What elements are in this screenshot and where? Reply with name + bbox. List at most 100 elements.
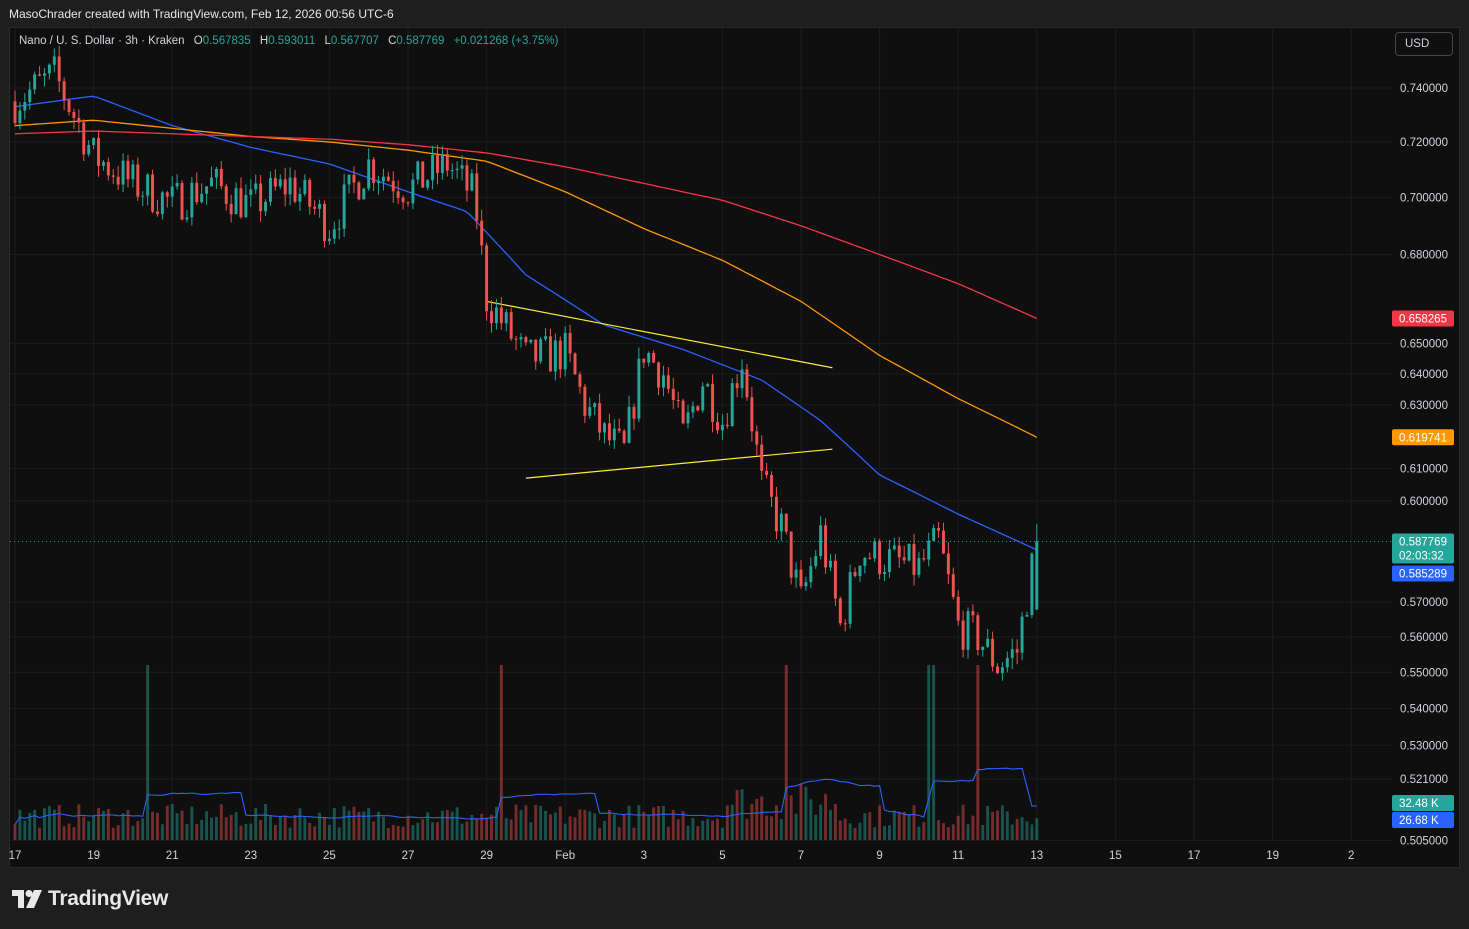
candle-body (475, 173, 479, 221)
price-tag: 0.658265 (1399, 313, 1447, 325)
volume-bar (426, 812, 430, 840)
tradingview-logo[interactable]: TradingView (12, 887, 168, 911)
volume-bar (367, 807, 371, 840)
price-tick-label: 0.540000 (1400, 703, 1448, 715)
candle-body (804, 582, 808, 587)
time-tick-label: 7 (798, 850, 804, 862)
trendline[interactable] (525, 448, 833, 479)
volume-bar (833, 804, 837, 840)
volume-bar (789, 795, 793, 840)
volume-bar (725, 805, 729, 840)
time-tick-label: 21 (166, 850, 179, 862)
candle-body (396, 191, 400, 198)
price-tick-label: 0.700000 (1400, 192, 1448, 204)
price-tick-label: 0.530000 (1400, 740, 1448, 752)
volume-bar (843, 818, 847, 840)
volume-bar (111, 827, 115, 840)
candle-body (627, 406, 631, 443)
price-tag: 0.619741 (1399, 432, 1447, 444)
candle-body (814, 555, 818, 567)
candle-body (711, 384, 715, 422)
candle-body (440, 154, 444, 173)
volume-bar (524, 805, 528, 840)
candle-body (892, 545, 896, 550)
volume-bar (558, 806, 562, 840)
candle-body (652, 352, 656, 363)
volume-bar (244, 823, 248, 840)
time-axis[interactable]: 17 19 21 23 25 27 29 Feb 3 5 7 9 11 13 15 17 19 2 (9, 850, 1355, 862)
candle-body (28, 89, 32, 103)
volume-bar (195, 824, 199, 840)
candle-body (593, 403, 597, 408)
candle-body (1035, 541, 1039, 610)
volume-bar (239, 825, 243, 840)
candle-body (465, 165, 469, 191)
candle-body (519, 337, 523, 340)
price-tick-label: 0.640000 (1400, 369, 1448, 381)
currency-button[interactable]: USD (1395, 32, 1453, 56)
candle-body (730, 383, 734, 427)
volume-bar (804, 786, 808, 840)
volume-bar (612, 814, 616, 840)
volume-bar (391, 825, 395, 840)
candle-body (932, 528, 936, 541)
volume-bar (1025, 821, 1029, 840)
candle-body (981, 646, 985, 650)
volume-bar (490, 814, 493, 840)
volume-bar (730, 804, 734, 840)
volume-bar (519, 810, 523, 840)
candle-body (254, 183, 258, 190)
symbol-name[interactable]: Nano / U. S. Dollar · 3h · Kraken (19, 35, 185, 47)
candle-body (106, 161, 110, 176)
trendlines[interactable] (486, 300, 833, 479)
volume-bar (907, 814, 911, 840)
candle-body (745, 369, 749, 398)
volume-bar (774, 805, 778, 840)
volume-bar (136, 821, 140, 840)
candle-body (794, 569, 798, 578)
price-tag-bg (1392, 429, 1454, 446)
price-tick-label: 0.720000 (1400, 137, 1448, 149)
volume-bar (77, 804, 81, 840)
candle-body (18, 110, 22, 124)
volume-bar (504, 818, 508, 840)
candle-body (937, 528, 941, 531)
volume-bar (829, 809, 832, 840)
volume-bar (347, 810, 351, 840)
candle-body (205, 186, 209, 194)
volume-bar (868, 812, 872, 840)
candle-body (789, 531, 793, 578)
candle-body (996, 666, 999, 674)
volume-bar (588, 811, 592, 840)
price-axis[interactable]: 0.740000 0.720000 0.700000 0.680000 0.650000… (1400, 83, 1448, 847)
candle-body (853, 572, 857, 577)
candle-body (62, 81, 66, 101)
time-tick-label: 5 (719, 850, 725, 862)
volume-bar (720, 827, 724, 840)
candle-body (411, 179, 415, 204)
volume-bar (13, 824, 17, 840)
volume-bar (750, 803, 754, 840)
candle-body (863, 557, 867, 566)
candle-body (499, 307, 503, 324)
candle-body (956, 596, 960, 621)
volume-bar (598, 827, 602, 840)
candle-body (38, 74, 42, 76)
volume-bar (838, 820, 842, 840)
time-tick-label: 9 (876, 850, 882, 862)
trendline[interactable] (486, 300, 833, 369)
candle-body (548, 336, 552, 372)
volume-bar (529, 822, 533, 840)
volume-bar (72, 827, 76, 840)
candle-body (210, 177, 213, 187)
attribution-bar: MasoChrader created with TradingView.com… (0, 0, 1469, 27)
price-tick-label: 0.570000 (1400, 597, 1448, 609)
volume-bar (170, 804, 174, 840)
volume-bar (770, 816, 773, 840)
volume-bar (480, 813, 484, 840)
moving-average-line (14, 130, 1038, 320)
candle-body (922, 558, 926, 560)
candle-body (676, 400, 680, 402)
candle-body (927, 540, 931, 560)
